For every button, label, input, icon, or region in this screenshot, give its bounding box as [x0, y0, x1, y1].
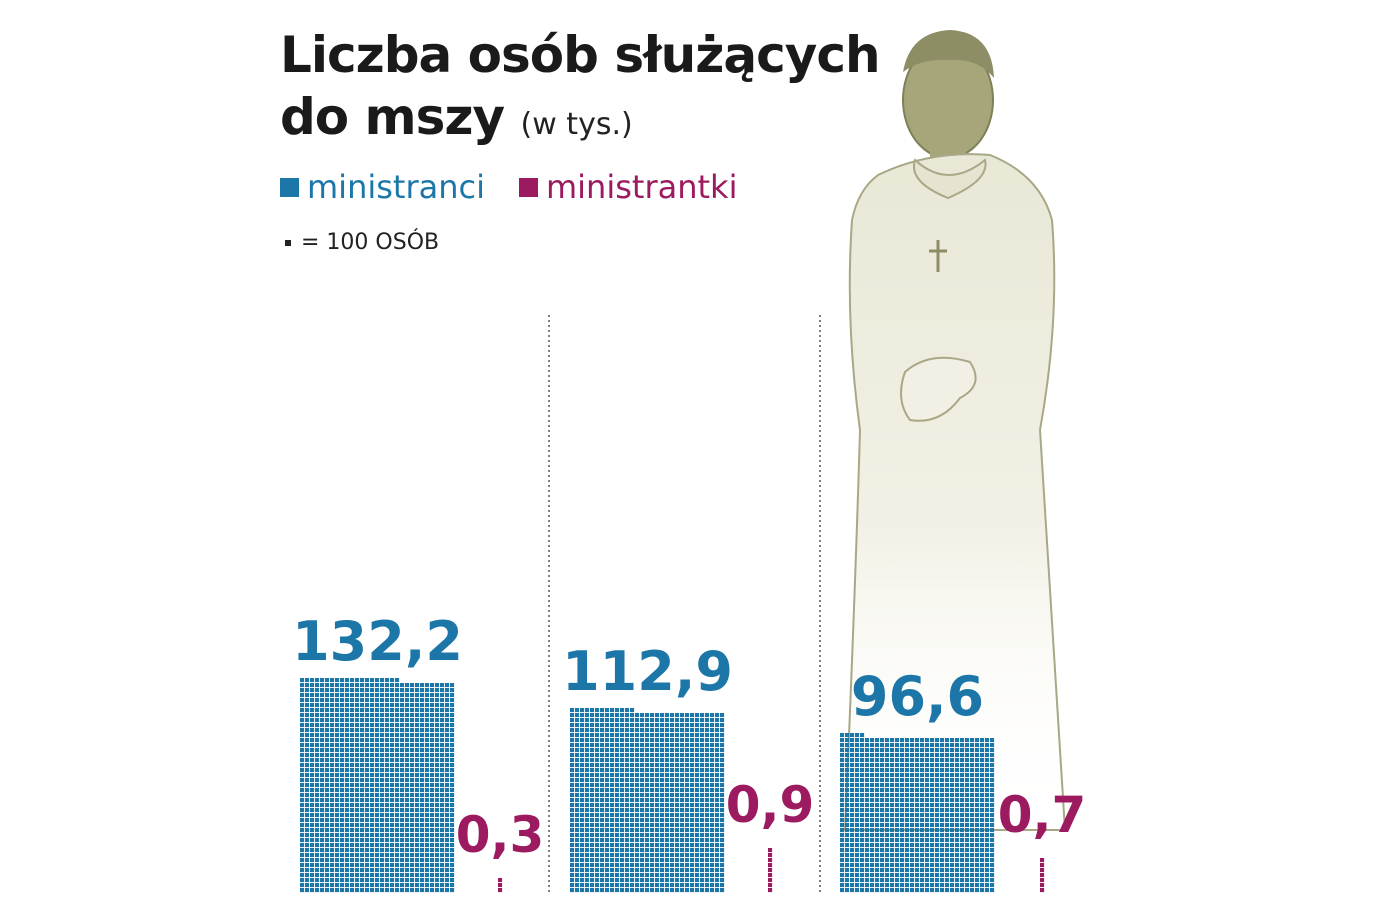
bar-ministranci-body [840, 738, 995, 893]
title-unit: (w tys.) [520, 107, 633, 142]
bar-ministranci [840, 733, 995, 893]
title-line-1: Liczba osób służących [280, 26, 881, 84]
value-label-ministranci: 96,6 [851, 665, 984, 728]
waffle-square [768, 853, 773, 858]
waffle-square [768, 883, 773, 888]
legend-item-ministranci: ministranci [280, 168, 485, 206]
value-label-ministrantki: 0,3 [456, 806, 545, 864]
waffle-square [768, 858, 773, 863]
chart-title: Liczba osób służących do mszy (w tys.) [280, 24, 881, 156]
waffle-square [768, 873, 773, 878]
legend-swatch-ministrantki [518, 177, 538, 197]
waffle-square [1040, 888, 1045, 893]
waffle-square [768, 848, 773, 853]
scale-note-text: = 100 OSÓB [301, 230, 440, 255]
bar-ministranci-body [300, 683, 455, 893]
waffle-square [1040, 878, 1045, 883]
bar-group: 132,2 0,3 [292, 610, 544, 893]
waffle-square [1040, 883, 1045, 888]
waffle-square [768, 888, 773, 893]
legend-item-ministrantki: ministrantki [518, 168, 738, 206]
waffle-square [1040, 858, 1045, 863]
bar-ministrantki [498, 878, 503, 893]
bar-group: 112,9 0,9 [562, 640, 814, 893]
waffle-square [498, 888, 503, 893]
waffle-square [768, 863, 773, 868]
waffle-square [498, 878, 503, 883]
bar-ministranci-partial-row [840, 733, 865, 738]
altar-server-hands [900, 356, 977, 422]
cross-icon [929, 240, 947, 272]
legend-label-ministrantki: ministrantki [545, 168, 738, 206]
legend: ministranci ministrantki [280, 168, 737, 206]
legend-swatch-ministranci [280, 177, 299, 197]
bar-ministranci-partial-row [300, 678, 400, 683]
bar-ministranci-body [570, 713, 725, 893]
bar-ministranci [300, 678, 455, 893]
bar-ministrantki [768, 848, 773, 893]
value-label-ministranci: 132,2 [292, 610, 463, 673]
legend-label-ministranci: ministranci [307, 168, 485, 206]
value-label-ministrantki: 0,9 [726, 776, 815, 834]
waffle-square [768, 878, 773, 883]
waffle-square [498, 883, 503, 888]
altar-server-robe [843, 153, 1067, 831]
bar-ministrantki [1040, 858, 1045, 893]
value-label-ministrantki: 0,7 [998, 786, 1087, 844]
waffle-square [1040, 873, 1045, 878]
value-label-ministranci: 112,9 [562, 640, 733, 703]
waffle-square [1040, 868, 1045, 873]
scale-note: = 100 OSÓB [285, 230, 439, 255]
bar-ministranci [570, 708, 725, 893]
altar-server-collar [912, 158, 987, 200]
waffle-square [768, 868, 773, 873]
bar-ministranci-partial-row [570, 708, 635, 713]
bar-group: 96,60,7 [840, 665, 1086, 893]
scale-note-square-icon [285, 239, 291, 246]
title-line-2: do mszy [280, 88, 505, 146]
waffle-square [1040, 863, 1045, 868]
